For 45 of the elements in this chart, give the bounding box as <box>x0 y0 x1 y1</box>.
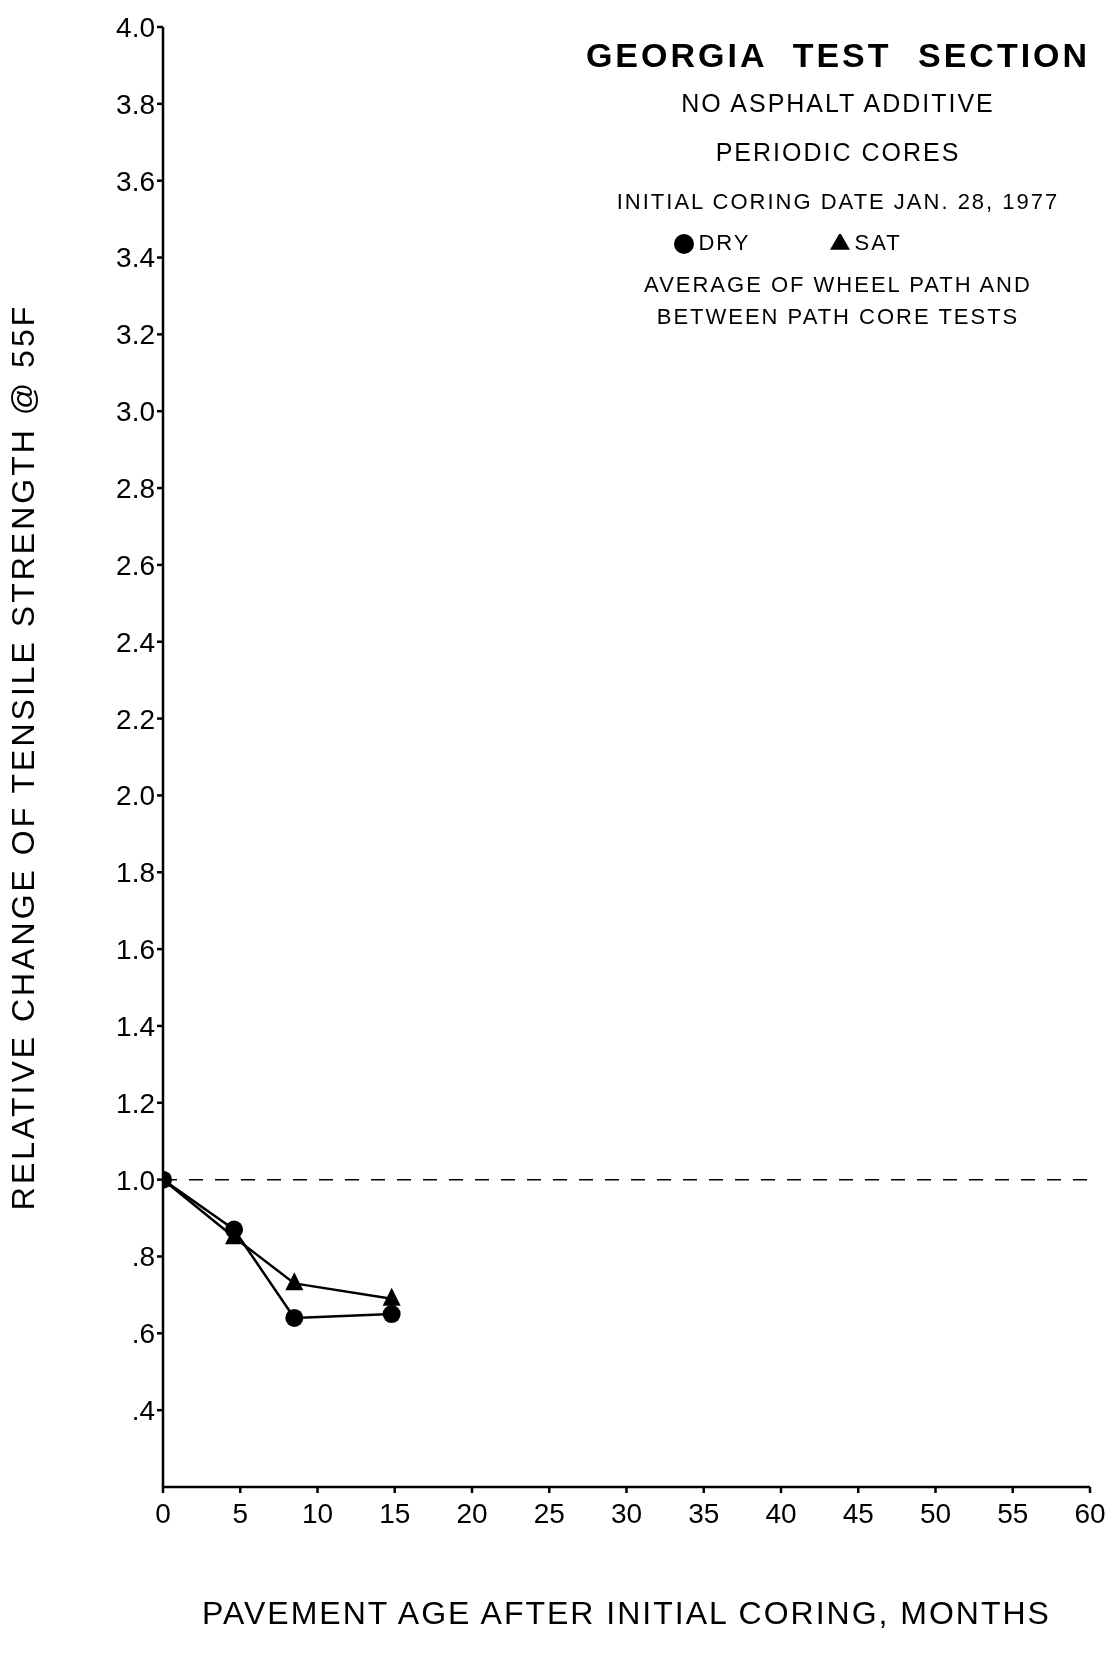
y-tick-label: 2.4 <box>116 626 155 658</box>
y-tick-label: .6 <box>131 1318 155 1350</box>
x-tick-label: 20 <box>456 1497 488 1529</box>
x-tick-label: 30 <box>610 1497 643 1529</box>
text: NO ASPHALT ADDITIVE <box>680 89 996 118</box>
y-tick-label: 2.0 <box>116 780 155 812</box>
chart-title: GEORGIA TEST SECTION <box>584 36 1092 75</box>
y-tick-label: 4.0 <box>116 11 155 43</box>
point <box>285 1308 304 1327</box>
x-tick-label: 60 <box>1074 1497 1106 1529</box>
y-tick-label: .8 <box>131 1241 155 1273</box>
y-tick-label: 3.8 <box>116 88 155 120</box>
x-tick-label: 40 <box>765 1497 797 1529</box>
annotation: AVERAGE OF WHEEL PATH AND BETWEEN PATH CORE TESTS <box>643 271 1033 331</box>
y-tick-label: 3.2 <box>116 319 155 351</box>
legend-label: SAT <box>854 230 902 255</box>
y-tick-label: 1.8 <box>116 857 155 889</box>
y-tick-label: 1.6 <box>116 934 155 966</box>
annotation: INITIAL CORING DATE JAN. 28, 1977 <box>615 189 1061 215</box>
x-tick-label: 15 <box>379 1497 411 1529</box>
x-tick-label: 5 <box>232 1497 249 1529</box>
y-tick-label: 1.0 <box>116 1164 155 1196</box>
x-tick-label: 50 <box>919 1497 952 1529</box>
annotation: PERIODIC CORES <box>714 138 962 167</box>
y-tick-label: 2.6 <box>116 549 155 581</box>
y-tick-label: 1.2 <box>116 1087 155 1119</box>
point <box>285 1272 304 1291</box>
y-tick-label: 1.4 <box>116 1010 155 1042</box>
y-tick-label: 3.4 <box>116 242 155 274</box>
point <box>382 1287 401 1306</box>
x-tick-label: 0 <box>155 1497 171 1529</box>
x-axis-title: PAVEMENT AGE AFTER INITIAL CORING, MONTHS <box>202 1595 1051 1631</box>
y-tick-label: 2.8 <box>116 472 155 504</box>
y-tick-label: 3.6 <box>116 165 155 197</box>
x-tick-label: 55 <box>997 1497 1029 1529</box>
x-tick-label: 25 <box>533 1497 565 1529</box>
x-tick-label: 45 <box>842 1497 874 1529</box>
y-tick-label: 3.0 <box>116 396 155 428</box>
legend-label: DRY <box>698 230 751 255</box>
y-tick-label: 2.2 <box>116 703 155 735</box>
y-axis-title: RELATIVE CHANGE OF TENSILE STRENGTH @ 55F <box>5 303 42 1211</box>
x-tick-label: 35 <box>688 1497 720 1529</box>
y-tick-label: .4 <box>131 1395 155 1427</box>
point <box>382 1305 401 1324</box>
x-tick-label: 10 <box>301 1497 334 1529</box>
